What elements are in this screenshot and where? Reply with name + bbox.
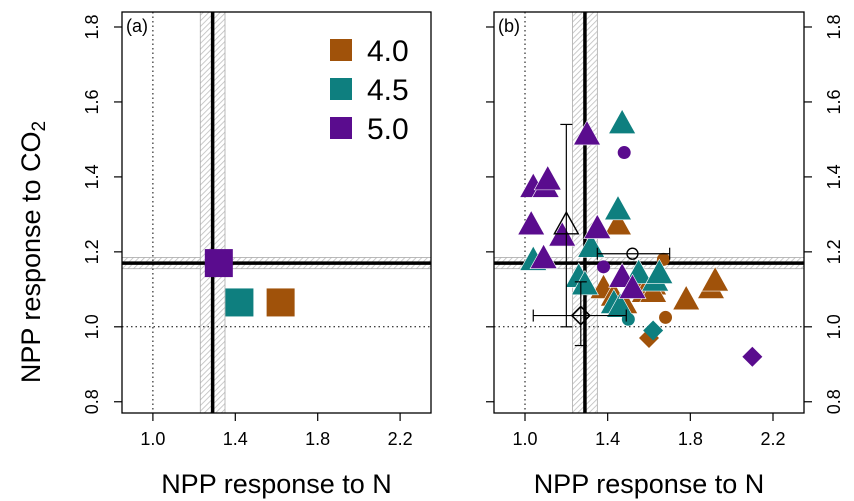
panel-b-series-50-diamond-0 xyxy=(742,346,763,367)
panel-b-series-50-triangle-6 xyxy=(583,213,612,239)
panel-a-x-tick-label-2: 1.8 xyxy=(305,429,330,449)
panel-b-observation-2-diamond xyxy=(570,305,591,326)
panel-b-x-tick-label-2: 1.8 xyxy=(678,429,703,449)
panel-a-legend-label-1: 4.5 xyxy=(367,74,409,107)
panel-b-series-50-triangle-9 xyxy=(618,273,647,299)
panel-b-x-tick-label-3: 2.2 xyxy=(760,429,785,449)
panel-a-y-tick-label-3: 1.4 xyxy=(82,164,102,189)
panel-b-x-axis-label: NPP response to N xyxy=(534,469,765,499)
panel-b: 1.0 1.4 1.8 2.2 0.8 1.0 1.2 1.4 1.6 1.8 NPP respon… xyxy=(486,11,844,499)
panel-b-y-tick-label-3: 1.4 xyxy=(824,164,844,189)
panel-b-series-40-triangle-8 xyxy=(672,284,701,311)
panel-b-panel-label: (b) xyxy=(498,16,520,36)
panel-b-y-tick-label-5: 1.8 xyxy=(824,14,844,39)
panel-a-x-tick-label-0: 1.0 xyxy=(140,429,165,449)
panel-b-series-40-triangle-10 xyxy=(701,266,730,292)
panel-b-series-45-diamond-0 xyxy=(643,320,664,341)
panel-a-legend-swatch-2 xyxy=(330,117,352,139)
panel-b-series-40-triangle-0 xyxy=(603,209,633,236)
panel-b-frame xyxy=(493,11,805,414)
panel-b-series-45-circle-0 xyxy=(621,312,635,326)
panel-a-legend-label-0: 4.0 xyxy=(367,35,409,68)
panel-b-series-50-triangle-0 xyxy=(572,119,602,146)
panel-b-series-40-circle-1 xyxy=(659,310,673,324)
panel-b-series-50-circle-0 xyxy=(617,146,631,160)
panel-a-legend-label-2: 5.0 xyxy=(367,113,409,146)
panel-b-observation-1-circle xyxy=(626,247,639,260)
panel-b-observation-0-triangle xyxy=(553,210,580,235)
panel-a-plot-area xyxy=(122,12,431,413)
panel-a-series-40-square-0 xyxy=(266,288,295,317)
panel-b-series-50-triangle-4 xyxy=(517,209,546,236)
panel-a-y-tick-label-0: 0.8 xyxy=(82,389,102,414)
panel-a-frame xyxy=(121,11,432,414)
panel-b-series-45-triangle-10 xyxy=(645,258,674,284)
panel-b-series-45-triangle-1 xyxy=(603,194,633,221)
panel-a-y-tick-label-4: 1.6 xyxy=(82,89,102,114)
panel-b-series-45-triangle-0 xyxy=(608,108,637,134)
panel-b-x-tick-label-1: 1.4 xyxy=(595,429,620,449)
panel-a-series-50-square-0 xyxy=(204,249,233,278)
panel-a-y-tick-label-1: 1.0 xyxy=(82,314,102,339)
panel-a-legend-swatch-1 xyxy=(330,78,352,100)
panel-b-y-tick-label-4: 1.6 xyxy=(824,89,844,114)
panel-b-plot-area xyxy=(494,12,804,413)
panel-b-x-tick-label-0: 1.0 xyxy=(512,429,537,449)
panel-a-x-tick-label-1: 1.4 xyxy=(223,429,248,449)
panel-a-y-tick-label-5: 1.8 xyxy=(82,14,102,39)
panel-a: 1.0 1.4 1.8 2.2 0.8 1.0 1.2 1.4 1.6 1.8 NPP respon… xyxy=(82,11,432,499)
panel-a-panel-label: (a) xyxy=(126,16,148,36)
panel-b-series-50-triangle-7 xyxy=(529,243,558,269)
panel-a-legend-swatch-0 xyxy=(330,39,352,61)
panel-b-y-tick-label-1: 1.0 xyxy=(824,314,844,339)
panel-a-x-axis-label: NPP response to N xyxy=(161,469,392,499)
panel-b-series-50-triangle-3 xyxy=(533,164,562,191)
shared-y-label: NPP response to CO2 xyxy=(16,121,50,383)
panel-b-y-tick-label-2: 1.2 xyxy=(824,239,844,264)
panel-b-series-50-circle-1 xyxy=(597,260,611,274)
panel-b-y-tick-label-0: 0.8 xyxy=(824,389,844,414)
panel-a-y-tick-label-2: 1.2 xyxy=(82,239,102,264)
panel-b-series-45-triangle-5 xyxy=(570,269,599,296)
panel-a-series-45-square-0 xyxy=(225,288,254,317)
panel-a-x-tick-label-3: 2.2 xyxy=(388,429,413,449)
